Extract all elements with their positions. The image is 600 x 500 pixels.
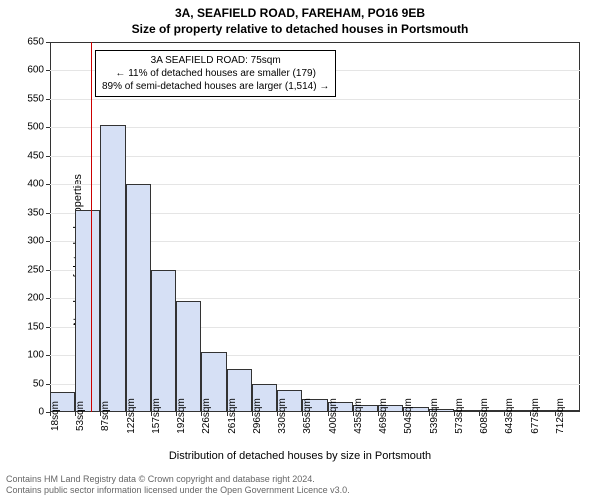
xtick-label: 226sqm	[201, 398, 212, 434]
xtick-label: 87sqm	[100, 401, 111, 431]
ytick-mark	[46, 156, 50, 157]
histogram-bar	[151, 270, 176, 412]
ytick-mark	[46, 355, 50, 356]
xtick-label: 469sqm	[378, 398, 389, 434]
ytick-label: 350	[27, 207, 44, 218]
ytick-mark	[46, 241, 50, 242]
xtick-label: 608sqm	[479, 398, 490, 434]
ytick-label: 200	[27, 293, 44, 304]
xtick-label: 504sqm	[403, 398, 414, 434]
footer: Contains HM Land Registry data © Crown c…	[6, 474, 594, 497]
xtick-label: 157sqm	[151, 398, 162, 434]
xtick-label: 18sqm	[50, 401, 61, 431]
marker-line	[91, 42, 92, 412]
ytick-mark	[46, 127, 50, 128]
xtick-label: 122sqm	[126, 398, 137, 434]
ytick-label: 300	[27, 236, 44, 247]
x-axis-label: Distribution of detached houses by size …	[0, 450, 600, 462]
xtick-label: 435sqm	[353, 398, 364, 434]
gridline	[50, 127, 580, 128]
chart-title-line2: Size of property relative to detached ho…	[0, 22, 600, 36]
ytick-mark	[46, 184, 50, 185]
xtick-label: 365sqm	[302, 398, 313, 434]
ytick-label: 550	[27, 93, 44, 104]
xtick-label: 330sqm	[277, 398, 288, 434]
ytick-label: 150	[27, 321, 44, 332]
ytick-mark	[46, 327, 50, 328]
xtick-label: 192sqm	[176, 398, 187, 434]
xtick-label: 573sqm	[454, 398, 465, 434]
ytick-label: 400	[27, 179, 44, 190]
footer-line2: Contains public sector information licen…	[6, 485, 594, 496]
xtick-label: 400sqm	[328, 398, 339, 434]
xtick-label: 677sqm	[530, 398, 541, 434]
ytick-mark	[46, 99, 50, 100]
annotation-box: 3A SEAFIELD ROAD: 75sqm← 11% of detached…	[95, 50, 336, 97]
xtick-label: 261sqm	[227, 398, 238, 434]
chart-container: 3A, SEAFIELD ROAD, FAREHAM, PO16 9EB Siz…	[0, 0, 600, 500]
ytick-label: 0	[38, 407, 44, 418]
ytick-mark	[46, 298, 50, 299]
ytick-label: 250	[27, 264, 44, 275]
ytick-mark	[46, 270, 50, 271]
xtick-label: 712sqm	[555, 398, 566, 434]
annotation-line3: 89% of semi-detached houses are larger (…	[102, 80, 329, 93]
plot-area: 0501001502002503003504004505005506006501…	[50, 42, 580, 412]
ytick-mark	[46, 213, 50, 214]
annotation-line2: ← 11% of detached houses are smaller (17…	[102, 67, 329, 80]
histogram-bar	[100, 125, 125, 412]
ytick-mark	[46, 70, 50, 71]
gridline	[50, 156, 580, 157]
ytick-mark	[46, 42, 50, 43]
footer-line1: Contains HM Land Registry data © Crown c…	[6, 474, 594, 485]
ytick-label: 650	[27, 37, 44, 48]
ytick-mark	[46, 384, 50, 385]
annotation-line1: 3A SEAFIELD ROAD: 75sqm	[102, 54, 329, 67]
histogram-bar	[176, 301, 201, 412]
ytick-label: 50	[33, 378, 44, 389]
histogram-bar	[126, 184, 151, 412]
gridline	[50, 99, 580, 100]
ytick-label: 450	[27, 150, 44, 161]
ytick-label: 100	[27, 350, 44, 361]
xtick-label: 539sqm	[429, 398, 440, 434]
xtick-label: 643sqm	[504, 398, 515, 434]
xtick-label: 296sqm	[252, 398, 263, 434]
histogram-bar	[75, 210, 100, 412]
xtick-label: 53sqm	[75, 401, 86, 431]
ytick-label: 500	[27, 122, 44, 133]
ytick-label: 600	[27, 65, 44, 76]
chart-title-line1: 3A, SEAFIELD ROAD, FAREHAM, PO16 9EB	[0, 6, 600, 20]
